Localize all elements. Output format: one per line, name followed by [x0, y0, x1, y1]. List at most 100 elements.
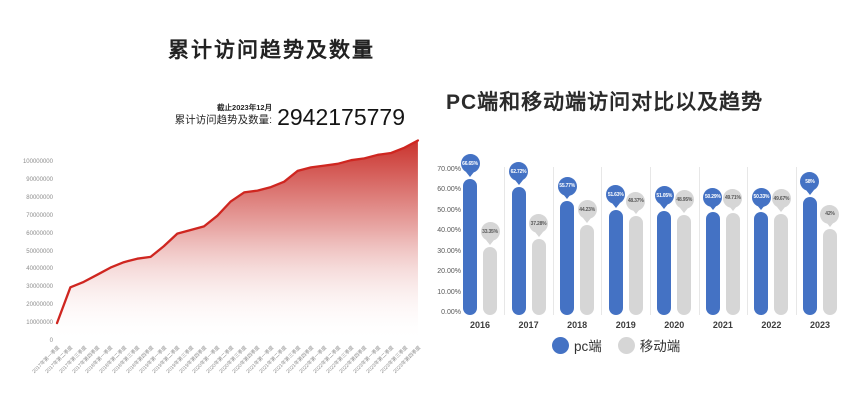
- pc-bar: [560, 201, 575, 315]
- area-y-tick-label: 30000000: [26, 284, 53, 291]
- legend: pc端 移动端: [552, 335, 680, 355]
- balloon-pointer: [708, 205, 717, 211]
- area-chart-title: 累计访问趋势及数量: [168, 39, 375, 62]
- pc-bar: [657, 210, 672, 315]
- balloon-pointer: [805, 189, 814, 195]
- area-y-tick-label: 100000000: [22, 159, 53, 165]
- balloon-pointer: [631, 209, 640, 215]
- bar-y-tick-label: 50.00%: [437, 206, 461, 214]
- pc-value-balloon: 66.65%: [460, 154, 480, 174]
- cumulative-total-labels: 截止2023年12月 累计访问趋势及数量:: [175, 103, 272, 130]
- bar-x-year-label: 2016: [469, 320, 491, 330]
- area-y-tick-label: 40000000: [26, 266, 53, 273]
- balloon-pointer: [486, 239, 494, 245]
- mobile-bar: [580, 224, 595, 315]
- mobile-bar: [725, 213, 740, 315]
- cumulative-total-callout: 截止2023年12月 累计访问趋势及数量: 2942175779: [175, 103, 405, 130]
- bar-x-year-label: 2017: [518, 320, 539, 330]
- bar-y-tick-label: 10.00%: [437, 288, 461, 296]
- pc-bar: [754, 212, 769, 315]
- area-y-tick-label: 90000000: [26, 176, 53, 183]
- bar-y-tick-label: 60.00%: [437, 186, 461, 194]
- mobile-value-balloon: 49.71%: [723, 188, 743, 208]
- pc-value-balloon: 62.72%: [509, 162, 529, 182]
- pc-value-balloon: 50.33%: [751, 187, 771, 207]
- bar-x-year-label: 2022: [761, 320, 782, 330]
- area-plot: [55, 139, 420, 341]
- area-y-tick-label: 50000000: [26, 248, 53, 255]
- area-fill: [57, 140, 418, 341]
- legend-item-mobile: 移动端: [617, 335, 681, 355]
- mobile-legend-marker-icon: [617, 336, 635, 354]
- pc-legend-marker-icon: [552, 336, 569, 354]
- mobile-bar: [677, 214, 692, 315]
- mobile-value-balloon: 42%: [820, 204, 840, 224]
- balloon-pointer: [611, 202, 620, 208]
- legend-item-pc: pc端: [552, 335, 602, 355]
- mobile-value-balloon: 48.95%: [674, 190, 694, 210]
- mobile-value-balloon: 49.67%: [771, 189, 791, 209]
- pc-value-balloon: 58%: [800, 172, 820, 191]
- mobile-value-balloon: 48.37%: [626, 191, 646, 211]
- group-separator-line: [601, 167, 603, 315]
- group-separator-line: [795, 167, 797, 315]
- mobile-bar: [774, 213, 789, 315]
- pc-bar: [463, 178, 477, 315]
- legend-label: pc端: [574, 339, 602, 354]
- pc-bar: [608, 209, 623, 315]
- group-separator-line: [552, 167, 554, 315]
- group-separator-line: [698, 167, 700, 315]
- mobile-bar: [483, 246, 497, 315]
- mobile-value-balloon: 33.35%: [480, 222, 500, 242]
- cumulative-total-value: 2942175779: [277, 104, 405, 130]
- bar-y-tick-label: 20.00%: [437, 268, 461, 276]
- group-separator-line: [747, 167, 749, 315]
- mobile-bar: [531, 238, 546, 315]
- area-y-tick-label: 80000000: [26, 194, 53, 201]
- mobile-bar: [822, 229, 837, 315]
- area-line: [55, 139, 420, 325]
- balloon-pointer: [757, 205, 766, 211]
- pc-value-balloon: 50.29%: [703, 187, 723, 207]
- legend-label: 移动端: [639, 339, 681, 354]
- balloon-pointer: [563, 194, 572, 200]
- balloon-pointer: [514, 179, 523, 185]
- balloon-pointer: [466, 171, 474, 177]
- mobile-value-balloon: 44.23%: [577, 200, 597, 220]
- bar-x-year-label: 2020: [664, 320, 685, 330]
- bar-y-tick-label: 40.00%: [437, 227, 461, 235]
- bar-y-tick-label: 30.00%: [437, 247, 461, 255]
- area-y-tick-label: 70000000: [26, 212, 53, 219]
- pc-value-balloon: 55.77%: [557, 176, 577, 196]
- bar-chart-title: PC端和移动端访问对比以及趋势: [446, 91, 764, 114]
- area-y-tick-label: 60000000: [26, 230, 53, 237]
- pc-value-balloon: 51.05%: [654, 186, 674, 206]
- bar-x-year-label: 2023: [809, 320, 830, 330]
- group-separator-line: [650, 167, 651, 315]
- balloon-pointer: [825, 222, 834, 228]
- bar-y-tick-label: 70.00%: [437, 165, 461, 173]
- pc-value-balloon: 51.63%: [606, 185, 626, 205]
- bar-y-tick-label: 0.00%: [441, 309, 461, 316]
- bar-x-year-label: 2018: [567, 320, 588, 330]
- cumulative-total-label: 累计访问趋势及数量:: [174, 114, 273, 126]
- mobile-bar: [628, 216, 643, 315]
- group-separator-line: [504, 167, 506, 315]
- bar-x-year-label: 2019: [615, 320, 636, 330]
- balloon-pointer: [534, 231, 543, 237]
- mobile-value-balloon: 37.28%: [529, 214, 549, 234]
- area-y-tick-label: 10000000: [26, 320, 53, 327]
- area-y-tick-label: 0: [49, 338, 53, 344]
- bar-x-year-label: 2021: [712, 320, 733, 330]
- pc-bar: [705, 212, 720, 315]
- balloon-pointer: [728, 206, 737, 212]
- balloon-pointer: [583, 217, 592, 223]
- pc-bar: [802, 196, 817, 315]
- balloon-pointer: [777, 206, 786, 212]
- as-of-date-label: 截止2023年12月: [217, 103, 273, 112]
- balloon-pointer: [660, 203, 669, 209]
- pc-bar: [511, 186, 526, 315]
- balloon-pointer: [680, 207, 689, 213]
- area-y-tick-label: 20000000: [26, 302, 53, 309]
